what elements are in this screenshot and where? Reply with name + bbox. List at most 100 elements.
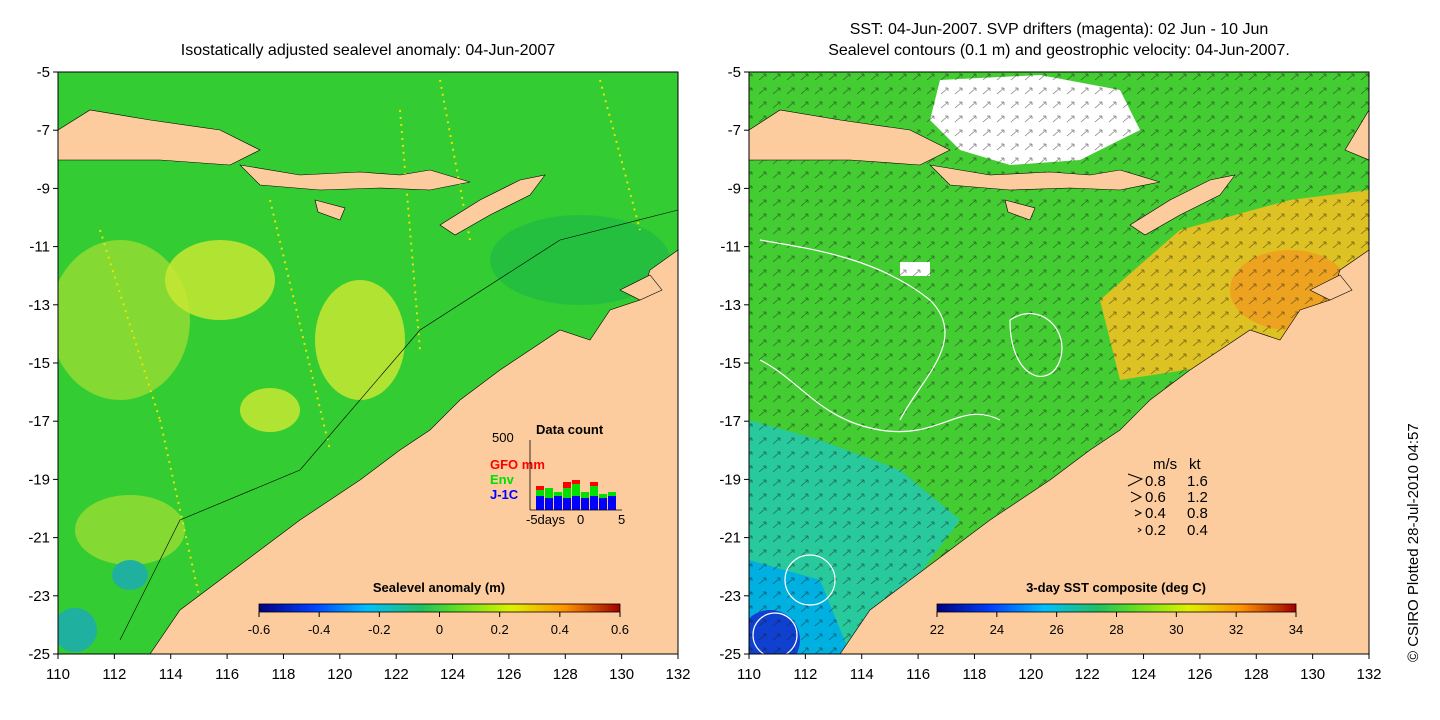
colorbar-tick-label: 0.4 xyxy=(551,622,569,637)
colorbar-tick-label: 34 xyxy=(1289,622,1303,637)
right-y-axis: -5 -7 -9 -11 -13 -15 -17 -19 -21 -23 -25 xyxy=(719,64,749,663)
velocity-row-kt: 1.2 xyxy=(1187,489,1208,506)
y-tick-label: -17 xyxy=(719,413,741,430)
y-tick-label: -25 xyxy=(719,646,741,663)
colorbar-tick-label: -0.6 xyxy=(248,622,270,637)
velocity-row-ms: 0.4 xyxy=(1145,505,1166,522)
velocity-row-kt: 0.8 xyxy=(1187,505,1208,522)
left-colorbar-ticks: -0.6 -0.4 -0.2 0 0.2 0.4 0.6 xyxy=(248,612,629,637)
y-tick-label: -21 xyxy=(28,530,50,547)
velocity-arrow-icon xyxy=(1134,509,1143,517)
velocity-legend-kt-header: kt xyxy=(1189,456,1202,473)
x-tick-label: 116 xyxy=(215,666,239,683)
left-colorbar-label: Sealevel anomaly (m) xyxy=(373,580,505,595)
y-tick-label: -11 xyxy=(720,239,741,256)
x-tick-label: 124 xyxy=(440,666,465,683)
x-tick-label: 118 xyxy=(962,666,986,683)
x-tick-label: 122 xyxy=(1075,666,1100,683)
x-tick-label: 128 xyxy=(1244,666,1269,683)
y-tick-label: -17 xyxy=(28,413,50,430)
x-tick-label: 110 xyxy=(46,666,70,683)
colorbar-tick-label: 0.2 xyxy=(491,622,509,637)
left-panel: Isostatically adjusted sealevel anomaly:… xyxy=(28,42,690,683)
x-tick-label: 112 xyxy=(102,666,126,683)
colorbar-tick-label: 26 xyxy=(1049,622,1063,637)
x-tick-label: 118 xyxy=(271,666,295,683)
inset-title: Data count xyxy=(536,422,604,437)
y-tick-label: -9 xyxy=(728,180,741,197)
y-tick-label: -21 xyxy=(719,530,741,547)
velocity-row-ms: 0.6 xyxy=(1145,489,1166,506)
colorbar-tick-label: 32 xyxy=(1229,622,1243,637)
y-tick-label: -7 xyxy=(728,122,741,139)
right-colorbar-ticks: 22 24 26 28 30 32 34 xyxy=(930,612,1303,637)
velocity-row-kt: 1.6 xyxy=(1187,473,1208,490)
inset-bars xyxy=(536,480,616,510)
y-tick-label: -7 xyxy=(37,122,50,139)
colorbar-tick-label: 0 xyxy=(436,622,443,637)
y-tick-label: -13 xyxy=(719,297,741,314)
x-tick-label: 116 xyxy=(906,666,930,683)
velocity-arrow-icon xyxy=(1137,527,1142,533)
right-title-line1: SST: 04-Jun-2007. SVP drifters (magenta)… xyxy=(850,21,1269,38)
inset-series-j1c: J-1C xyxy=(490,487,519,502)
inset-x-right: 5 xyxy=(618,512,625,527)
x-tick-label: 130 xyxy=(609,666,634,683)
left-colorbar: Sealevel anomaly (m) -0.6 -0.4 -0.2 0 0.2 0.4… xyxy=(248,580,629,637)
x-tick-label: 120 xyxy=(1018,666,1043,683)
colorbar-tick-label: 28 xyxy=(1109,622,1123,637)
y-tick-label: -5 xyxy=(37,64,50,81)
x-tick-label: 132 xyxy=(665,666,690,683)
x-tick-label: 128 xyxy=(553,666,578,683)
x-tick-label: 114 xyxy=(159,666,183,683)
x-tick-label: 114 xyxy=(850,666,874,683)
right-title-line2: Sealevel contours (0.1 m) and geostrophi… xyxy=(828,42,1290,59)
y-tick-label: -23 xyxy=(719,588,741,605)
x-tick-label: 122 xyxy=(384,666,409,683)
x-tick-label: 130 xyxy=(1300,666,1325,683)
inset-x-left: -5days xyxy=(526,512,566,527)
right-colorbar-label: 3-day SST composite (deg C) xyxy=(1026,580,1206,595)
y-tick-label: -25 xyxy=(28,646,50,663)
y-tick-label: -5 xyxy=(728,64,741,81)
colorbar-tick-label: 22 xyxy=(930,622,944,637)
velocity-row-kt: 0.4 xyxy=(1187,522,1208,539)
x-tick-label: 110 xyxy=(737,666,761,683)
colorbar-tick-label: 30 xyxy=(1169,622,1183,637)
colorbar-tick-label: -0.4 xyxy=(308,622,330,637)
y-tick-label: -19 xyxy=(719,471,741,488)
velocity-legend-ms-header: m/s xyxy=(1153,456,1177,473)
right-colorbar: 3-day SST composite (deg C) 22 24 26 28 30 32… xyxy=(930,580,1303,637)
inset-x-mid: 0 xyxy=(577,512,584,527)
left-y-axis: -5 -7 -9 -11 -13 -15 -17 -19 -21 -23 -25 xyxy=(28,64,58,663)
colorbar-tick-label: 0.6 xyxy=(611,622,629,637)
velocity-arrow-icon xyxy=(1127,473,1144,487)
left-x-axis: 110 112 114 116 118 120 122 124 126 128 130 132 xyxy=(46,654,691,683)
x-tick-label: 126 xyxy=(496,666,521,683)
x-tick-label: 126 xyxy=(1187,666,1212,683)
right-panel: SST: 04-Jun-2007. SVP drifters (magenta)… xyxy=(719,21,1381,683)
x-tick-label: 124 xyxy=(1131,666,1156,683)
inset-max-label: 500 xyxy=(492,430,514,445)
y-tick-label: -23 xyxy=(28,588,50,605)
colorbar-tick-label: 24 xyxy=(990,622,1004,637)
y-tick-label: -15 xyxy=(719,355,741,372)
left-map xyxy=(58,72,678,654)
colorbar-tick-label: -0.2 xyxy=(368,622,390,637)
x-tick-label: 112 xyxy=(793,666,817,683)
plot-credit: © CSIRO Plotted 28-Jul-2010 04:57 xyxy=(1405,423,1422,662)
inset-series-env: Env xyxy=(490,472,515,487)
velocity-row-ms: 0.8 xyxy=(1145,473,1166,490)
y-tick-label: -13 xyxy=(28,297,50,314)
velocity-arrow-icon xyxy=(1130,491,1143,503)
x-tick-label: 132 xyxy=(1356,666,1381,683)
y-tick-label: -19 xyxy=(28,471,50,488)
right-x-axis: 110 112 114 116 118 120 122 124 126 128 130 132 xyxy=(737,654,1382,683)
right-map xyxy=(749,72,1369,654)
x-tick-label: 120 xyxy=(327,666,352,683)
inset-series-gfo: GFO mm xyxy=(490,457,545,472)
data-count-inset: Data count 500 GFO mm Env J-1C -5days 0 … xyxy=(490,422,625,527)
y-tick-label: -15 xyxy=(28,355,50,372)
velocity-legend: m/s kt 0.8 1.6 0.6 1.2 0.4 0.8 0.2 0.4 xyxy=(1127,456,1208,539)
